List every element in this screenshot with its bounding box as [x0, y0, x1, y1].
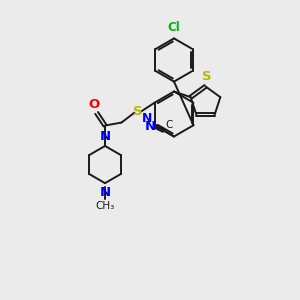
Text: Cl: Cl [168, 21, 180, 34]
Text: N: N [142, 112, 152, 125]
Text: C: C [165, 120, 172, 130]
Text: S: S [202, 70, 211, 83]
Text: S: S [133, 105, 143, 118]
Text: CH₃: CH₃ [95, 201, 115, 211]
Text: O: O [88, 98, 100, 110]
Text: N: N [100, 186, 111, 199]
Text: N: N [145, 120, 156, 133]
Text: N: N [100, 130, 111, 143]
